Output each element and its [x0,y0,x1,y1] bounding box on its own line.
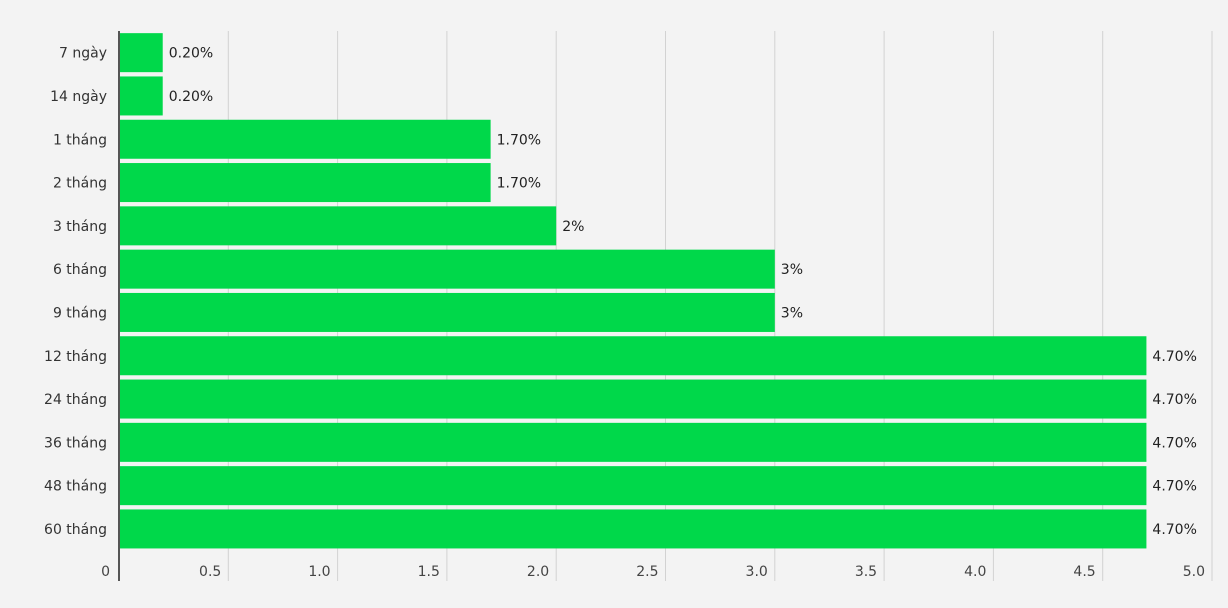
bar [119,466,1147,506]
bar [119,509,1147,549]
bar [119,206,557,246]
x-tick-labels: 0 0.5 1.0 1.5 2.0 2.5 3.0 3.5 4.0 4.5 5.0 [101,564,1205,580]
bar [119,33,163,73]
bar [119,119,491,159]
data-label: 3% [781,305,803,321]
x-tick-label: 1.5 [418,564,440,580]
category-label: 14 ngày [50,89,107,105]
category-label: 2 tháng [53,176,107,192]
data-label: 4.70% [1152,479,1196,495]
x-tick-label: 4.5 [1073,564,1095,580]
data-label: 4.70% [1152,349,1196,365]
data-label: 0.20% [169,89,213,105]
category-label: 9 tháng [53,305,107,321]
value-labels: 0.20% 0.20% 1.70% 1.70% 2% 3% 3% 4.70% 4.70% 4.70… [169,46,1197,538]
category-label: 7 ngày [59,46,107,62]
x-tick-label: 2.5 [636,564,658,580]
bar [119,422,1147,462]
bar [119,249,775,289]
data-label: 1.70% [497,176,541,192]
x-tick-label: 4.0 [964,564,986,580]
bar [119,292,775,332]
x-tick-label: 1.0 [308,564,330,580]
x-tick-label: 3.0 [746,564,768,580]
data-label: 3% [781,262,803,278]
category-label: 48 tháng [44,479,107,495]
data-label: 2% [562,219,584,235]
category-label: 12 tháng [44,349,107,365]
data-label: 1.70% [497,132,541,148]
bar [119,76,163,116]
x-tick-label: 2.0 [527,564,549,580]
bar [119,379,1147,419]
category-label: 3 tháng [53,219,107,235]
x-tick-label: 0 [101,564,110,580]
category-label: 1 tháng [53,132,107,148]
bar [119,163,491,203]
data-label: 4.70% [1152,522,1196,538]
data-label: 4.70% [1152,435,1196,451]
category-label: 60 tháng [44,522,107,538]
x-tick-label: 3.5 [855,564,877,580]
bar [119,336,1147,376]
x-tick-label: 0.5 [199,564,221,580]
data-label: 0.20% [169,46,213,62]
x-tick-label: 5.0 [1183,564,1205,580]
category-label: 24 tháng [44,392,107,408]
category-label: 6 tháng [53,262,107,278]
category-label: 36 tháng [44,435,107,451]
bars-group [119,33,1147,549]
category-labels: 7 ngày 14 ngày 1 tháng 2 tháng 3 tháng 6 thán… [44,46,107,538]
data-label: 4.70% [1152,392,1196,408]
